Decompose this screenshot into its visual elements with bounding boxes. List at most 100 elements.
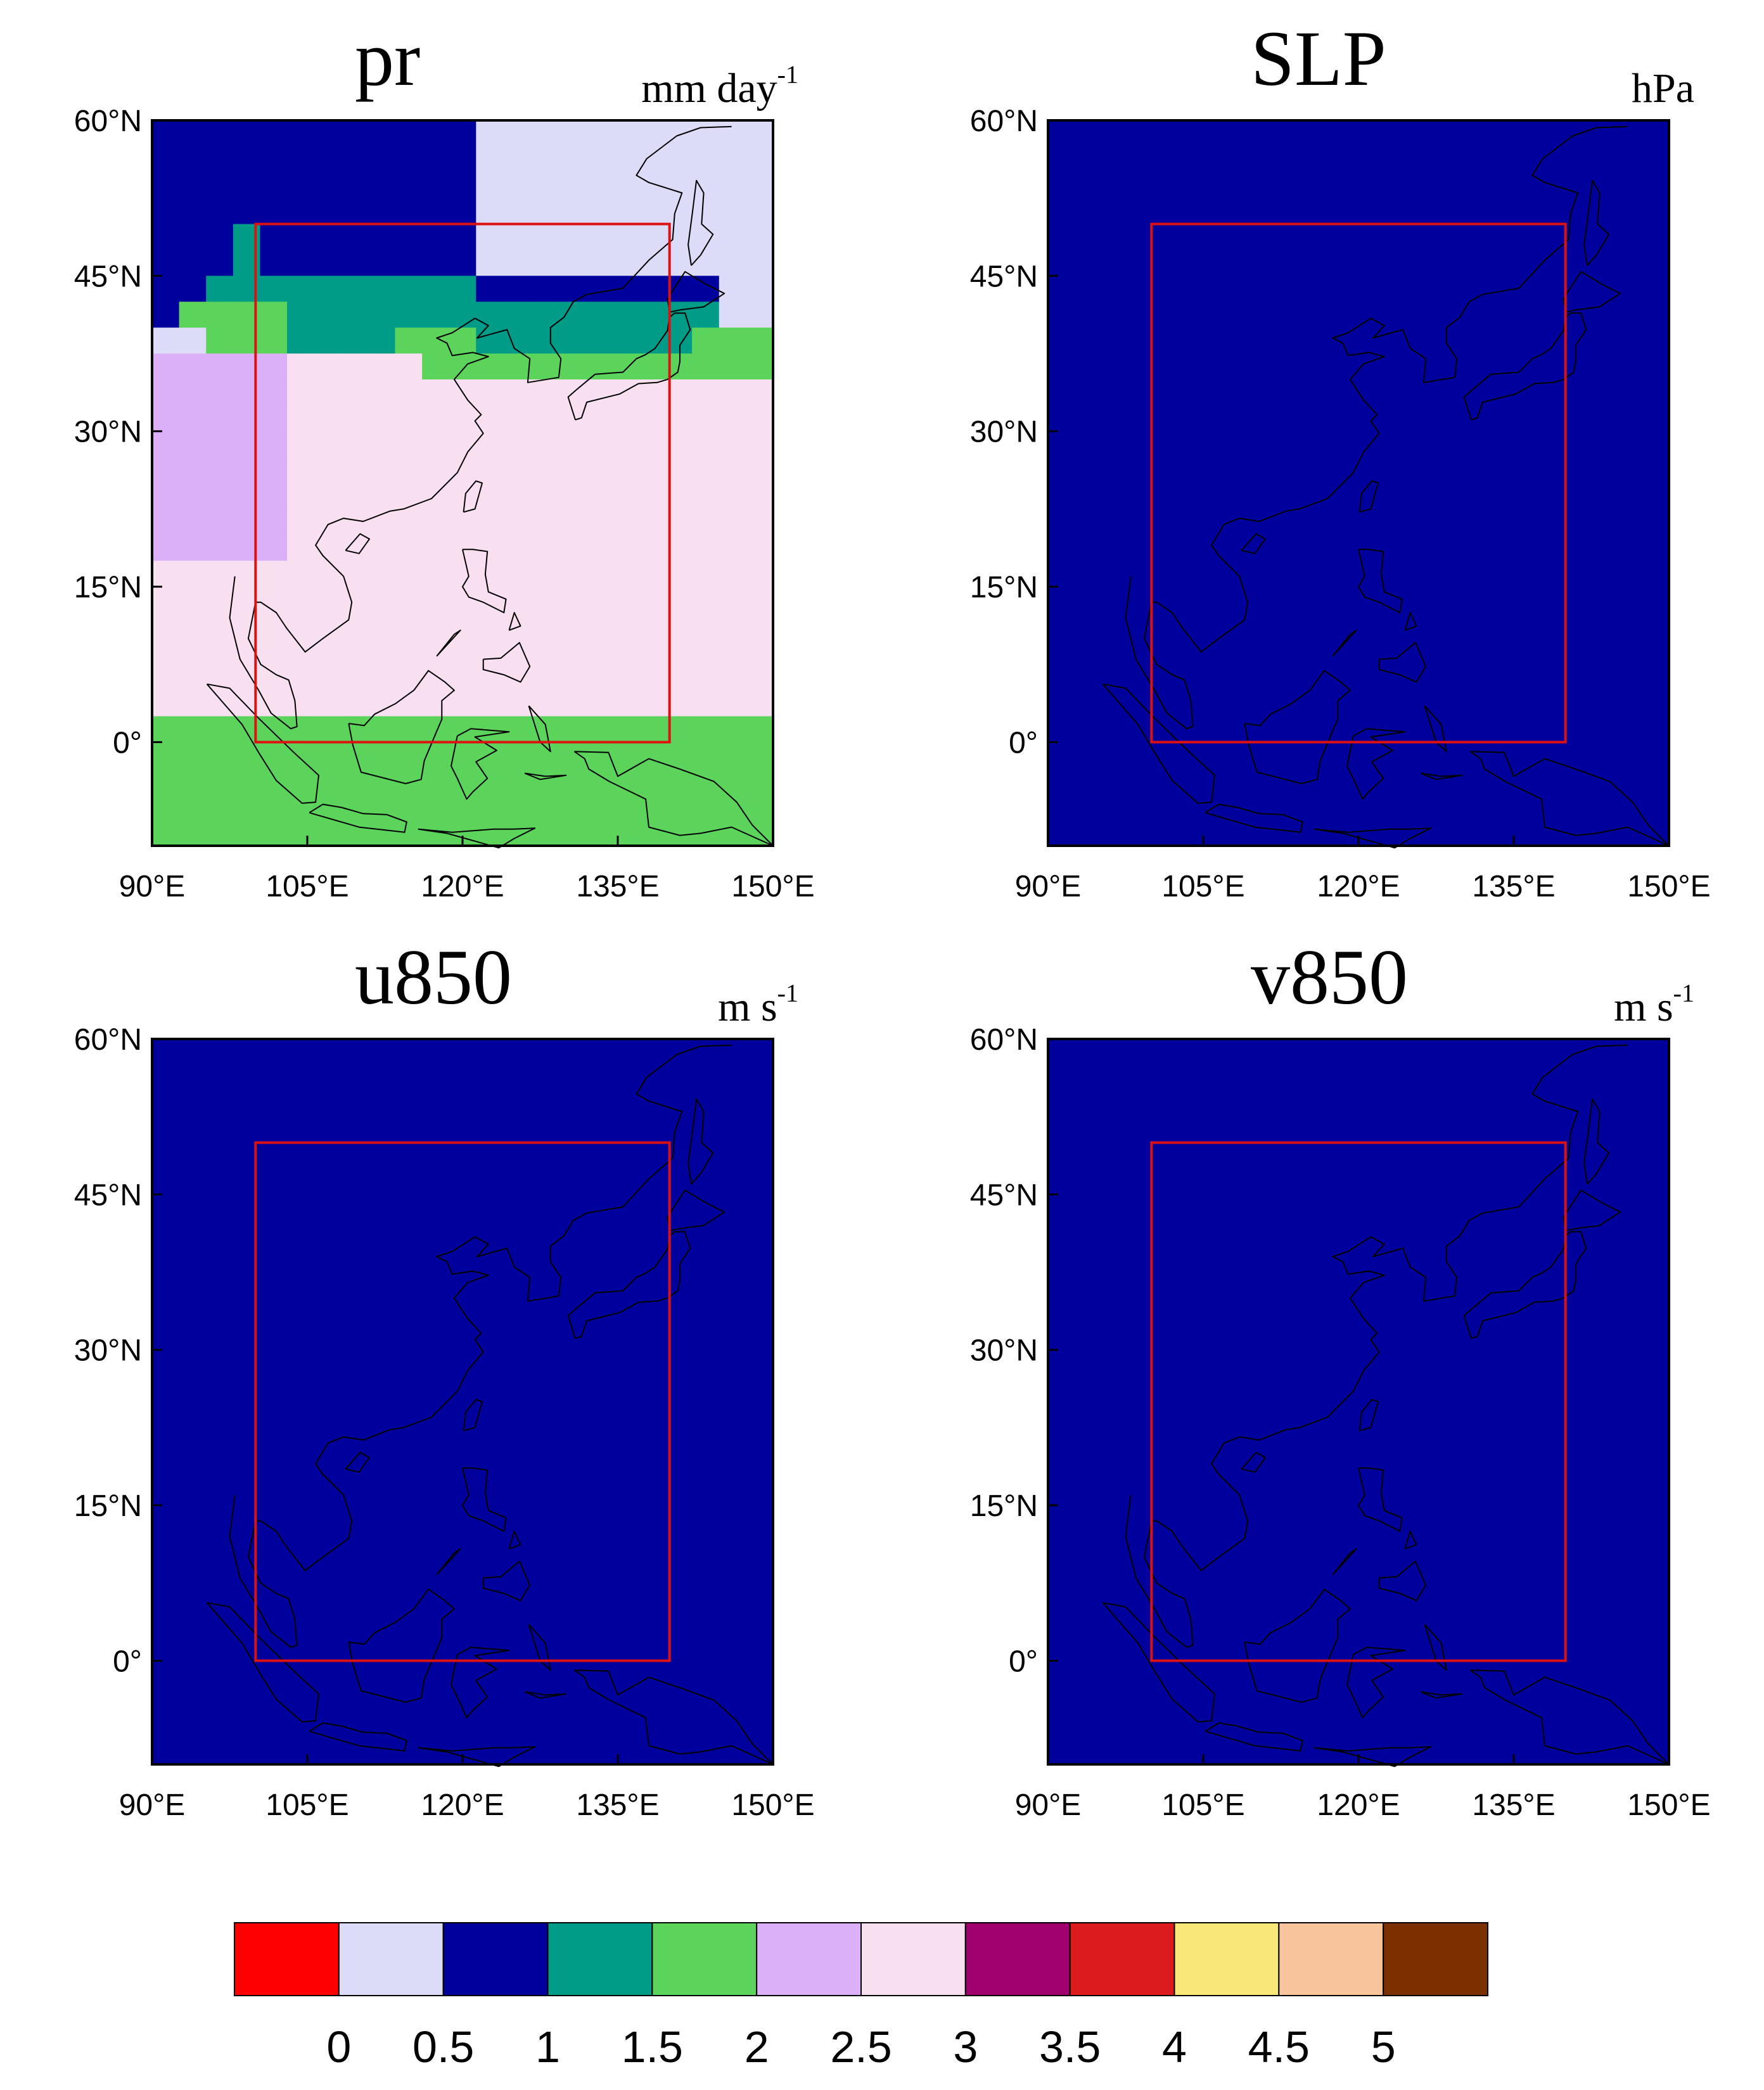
grid-cell <box>719 172 746 199</box>
grid-cell <box>152 1039 180 1066</box>
grid-cell <box>1453 1064 1481 1092</box>
grid-cell <box>1533 1453 1562 1480</box>
grid-cell <box>1263 276 1292 302</box>
panel-u850: 90°E 105°E 120°E 135°E 150°E 60°N 45°N 30°N 15°N… <box>74 919 836 1822</box>
grid-cell <box>1128 1712 1157 1739</box>
grid-cell <box>1642 1220 1670 1247</box>
grid-cell <box>1156 457 1184 484</box>
grid-cell <box>422 1168 450 1195</box>
grid-cell <box>611 1531 639 1558</box>
grid-cell <box>1642 1609 1670 1636</box>
grid-cell <box>314 1583 342 1610</box>
grid-cell <box>179 1220 207 1247</box>
grid-cell <box>1128 146 1157 173</box>
grid-cell <box>692 354 720 380</box>
grid-cell <box>1183 1660 1211 1687</box>
grid-cell <box>1372 1194 1400 1221</box>
grid-cell <box>368 276 396 302</box>
grid-cell <box>1345 250 1372 276</box>
grid-cell <box>1183 276 1211 302</box>
grid-cell <box>341 612 369 639</box>
grid-cell <box>1048 276 1076 302</box>
grid-cell <box>179 146 207 173</box>
grid-cell <box>746 1686 774 1713</box>
grid-cell <box>1291 1479 1319 1506</box>
grid-cell <box>476 664 504 691</box>
grid-cell <box>1453 820 1481 846</box>
grid-cell <box>1291 328 1319 354</box>
grid-cell <box>1156 638 1184 665</box>
grid-cell <box>476 1272 504 1299</box>
grid-cell <box>1588 509 1616 535</box>
grid-cell <box>1533 794 1562 820</box>
grid-cell <box>368 1090 396 1118</box>
grid-cell <box>1480 1090 1507 1118</box>
grid-cell <box>287 1142 315 1169</box>
grid-cell <box>502 1660 531 1687</box>
grid-cell <box>1588 1375 1616 1403</box>
grid-cell <box>1318 1712 1346 1739</box>
grid-cell <box>1372 1297 1400 1325</box>
grid-cell <box>1480 742 1507 768</box>
grid-cell <box>476 1583 504 1610</box>
grid-cell <box>314 509 342 535</box>
grid-cell <box>1372 1116 1400 1144</box>
grid-cell <box>1453 1297 1481 1325</box>
grid-cell <box>1263 1297 1292 1325</box>
grid-cell <box>1263 1064 1292 1092</box>
grid-cell <box>1480 198 1507 225</box>
grid-cell <box>233 1712 261 1739</box>
grid-cell <box>611 1349 639 1377</box>
grid-cell <box>1533 1401 1562 1428</box>
grid-cell <box>502 146 531 173</box>
grid-cell <box>1237 794 1265 820</box>
grid-cell <box>584 354 611 380</box>
grid-cell <box>206 1064 234 1092</box>
grid-cell <box>557 535 585 561</box>
grid-cell <box>692 1686 720 1713</box>
grid-cell <box>530 1738 558 1765</box>
grid-cell <box>1614 587 1642 613</box>
grid-cell <box>206 1634 234 1662</box>
grid-cell <box>368 820 396 846</box>
grid-cell <box>1533 664 1562 691</box>
grid-cell <box>1237 1609 1265 1636</box>
lat-tick-label: 45°N <box>970 1178 1038 1212</box>
grid-cell <box>341 1246 369 1273</box>
grid-cell <box>719 1583 746 1610</box>
grid-cell <box>502 509 531 535</box>
grid-cell <box>1318 1505 1346 1532</box>
grid-cell <box>502 1583 531 1610</box>
coastline <box>1378 1560 1427 1602</box>
grid-cell <box>368 120 396 147</box>
coastline <box>1469 751 1670 846</box>
grid-cell <box>1237 1194 1265 1221</box>
grid-cell <box>476 1039 504 1066</box>
grid-cell <box>206 483 234 509</box>
grid-cell <box>287 509 315 535</box>
grid-cell <box>1075 561 1102 587</box>
grid-cell <box>1263 612 1292 639</box>
grid-cell <box>1263 1479 1292 1506</box>
coastline <box>463 1399 483 1432</box>
grid-cell <box>692 405 720 432</box>
grid-cell <box>1156 354 1184 380</box>
grid-cell <box>1291 1634 1319 1662</box>
grid-cell <box>692 172 720 199</box>
grid-cell <box>1480 1375 1507 1403</box>
grid-cell <box>287 768 315 794</box>
grid-cell <box>530 1427 558 1454</box>
coastline <box>451 728 510 800</box>
grid-cell <box>152 457 180 484</box>
grid-cell <box>557 1142 585 1169</box>
grid-cell <box>449 1401 476 1428</box>
grid-cell <box>637 1272 666 1299</box>
grid-cell <box>287 1557 315 1584</box>
grid-cell <box>1533 1557 1562 1584</box>
grid-cell <box>584 1686 611 1713</box>
grid-cell <box>476 638 504 665</box>
grid-cell <box>476 1557 504 1584</box>
grid-cell <box>1588 1323 1616 1351</box>
grid-cell <box>1426 302 1454 328</box>
grid-cell <box>1048 302 1076 328</box>
